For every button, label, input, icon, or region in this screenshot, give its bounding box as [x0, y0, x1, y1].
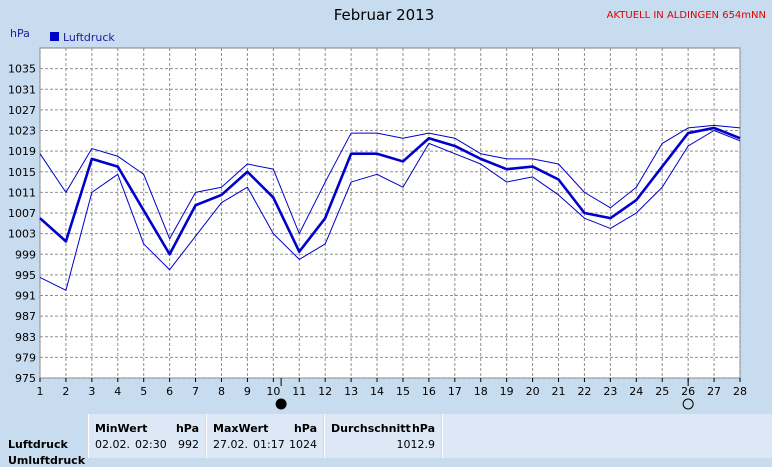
y-tick-label: 1035	[8, 63, 36, 76]
x-tick-label: 28	[733, 385, 747, 398]
x-tick-label: 17	[448, 385, 462, 398]
x-tick-label: 15	[396, 385, 410, 398]
max-value: 1024	[289, 438, 317, 451]
full-moon-icon	[682, 398, 694, 410]
x-tick-label: 13	[344, 385, 358, 398]
stats-row-label-2: Umluftdruck	[8, 454, 86, 467]
x-tick-label: 27	[707, 385, 721, 398]
x-tick-label: 2	[62, 385, 69, 398]
series-line-max	[39, 124, 741, 240]
x-tick-label: 26	[681, 385, 695, 398]
average-cell: Durchschnitt hPa 1012.9	[324, 414, 441, 458]
y-tick-label: 1027	[8, 104, 36, 117]
x-tick-label: 6	[166, 385, 173, 398]
y-tick-label: 1007	[8, 207, 36, 220]
stats-empty-cell	[442, 414, 772, 458]
min-time: 02:30	[135, 438, 167, 451]
x-tick-label: 16	[422, 385, 436, 398]
x-tick-label: 18	[474, 385, 488, 398]
max-header: MaxWert	[213, 422, 269, 435]
min-value: 992	[178, 438, 199, 451]
y-tick-label: 1003	[8, 228, 36, 241]
min-unit: hPa	[175, 422, 199, 435]
series-line-min	[39, 130, 741, 291]
x-tick-label: 4	[114, 385, 121, 398]
stats-panel: Luftdruck Umluftdruck MinWert hPa 02.02.…	[0, 414, 772, 467]
pressure-chart: Februar 2013 AKTUELL IN ALDINGEN 654mNN …	[8, 6, 766, 410]
y-tick-label: 999	[15, 248, 36, 261]
chart-title: Februar 2013	[334, 6, 435, 24]
average-header: Durchschnitt	[331, 422, 411, 435]
x-tick-label: 12	[318, 385, 332, 398]
x-tick-label: 11	[292, 385, 306, 398]
legend-swatch	[50, 32, 59, 41]
average-value: 1012.9	[396, 438, 436, 451]
max-date: 27.02.	[213, 438, 248, 451]
max-unit: hPa	[293, 422, 317, 435]
x-tick-label: 3	[88, 385, 95, 398]
stats-row-label: Luftdruck	[8, 438, 68, 451]
y-tick-label: 975	[15, 372, 36, 385]
x-tick-label: 14	[370, 385, 384, 398]
average-unit: hPa	[411, 422, 435, 435]
current-location-label: AKTUELL IN ALDINGEN 654mNN	[607, 10, 766, 21]
legend-entry-luftdruck: Luftdruck	[63, 31, 115, 44]
min-header: MinWert	[95, 422, 148, 435]
max-time: 01:17	[253, 438, 285, 451]
y-tick-label: 979	[15, 351, 36, 364]
x-tick-label: 1	[37, 385, 44, 398]
x-axis-ticks: 1 2 3 4 5 6 7 8 9 10 11 12 13 14 15 16 17 18 19 20 21 22 23 24 2…	[37, 378, 747, 398]
y-tick-label: 983	[15, 331, 36, 344]
min-value-cell: MinWert hPa 02.02. 02:30 992	[88, 414, 205, 458]
y-tick-label: 1015	[8, 166, 36, 179]
x-tick-label: 5	[140, 385, 147, 398]
x-tick-label: 8	[218, 385, 225, 398]
x-tick-label: 10	[266, 385, 280, 398]
moon-phases	[275, 378, 694, 410]
y-axis-unit: hPa	[10, 27, 30, 40]
series-group	[39, 124, 741, 291]
grid	[39, 48, 741, 379]
x-tick-label: 24	[629, 385, 643, 398]
y-tick-label: 1023	[8, 125, 36, 138]
x-tick-label: 19	[500, 385, 514, 398]
x-tick-label: 23	[603, 385, 617, 398]
y-tick-label: 1011	[8, 186, 36, 199]
x-tick-label: 9	[244, 385, 251, 398]
y-axis-ticks: 975 979 983 987 991 995 999 1003 1007 1011 1015 101…	[8, 63, 36, 385]
x-tick-label: 25	[655, 385, 669, 398]
y-tick-label: 1031	[8, 83, 36, 96]
y-tick-label: 995	[15, 269, 36, 282]
x-tick-label: 20	[526, 385, 540, 398]
y-tick-label: 987	[15, 310, 36, 323]
y-tick-label: 991	[15, 290, 36, 303]
series-line-mean	[39, 126, 741, 256]
x-tick-label: 7	[192, 385, 199, 398]
x-tick-label: 22	[577, 385, 591, 398]
new-moon-icon	[275, 398, 287, 410]
max-value-cell: MaxWert hPa 27.02. 01:17 1024	[206, 414, 323, 458]
x-tick-label: 21	[552, 385, 566, 398]
min-date: 02.02.	[95, 438, 130, 451]
y-tick-label: 1019	[8, 145, 36, 158]
